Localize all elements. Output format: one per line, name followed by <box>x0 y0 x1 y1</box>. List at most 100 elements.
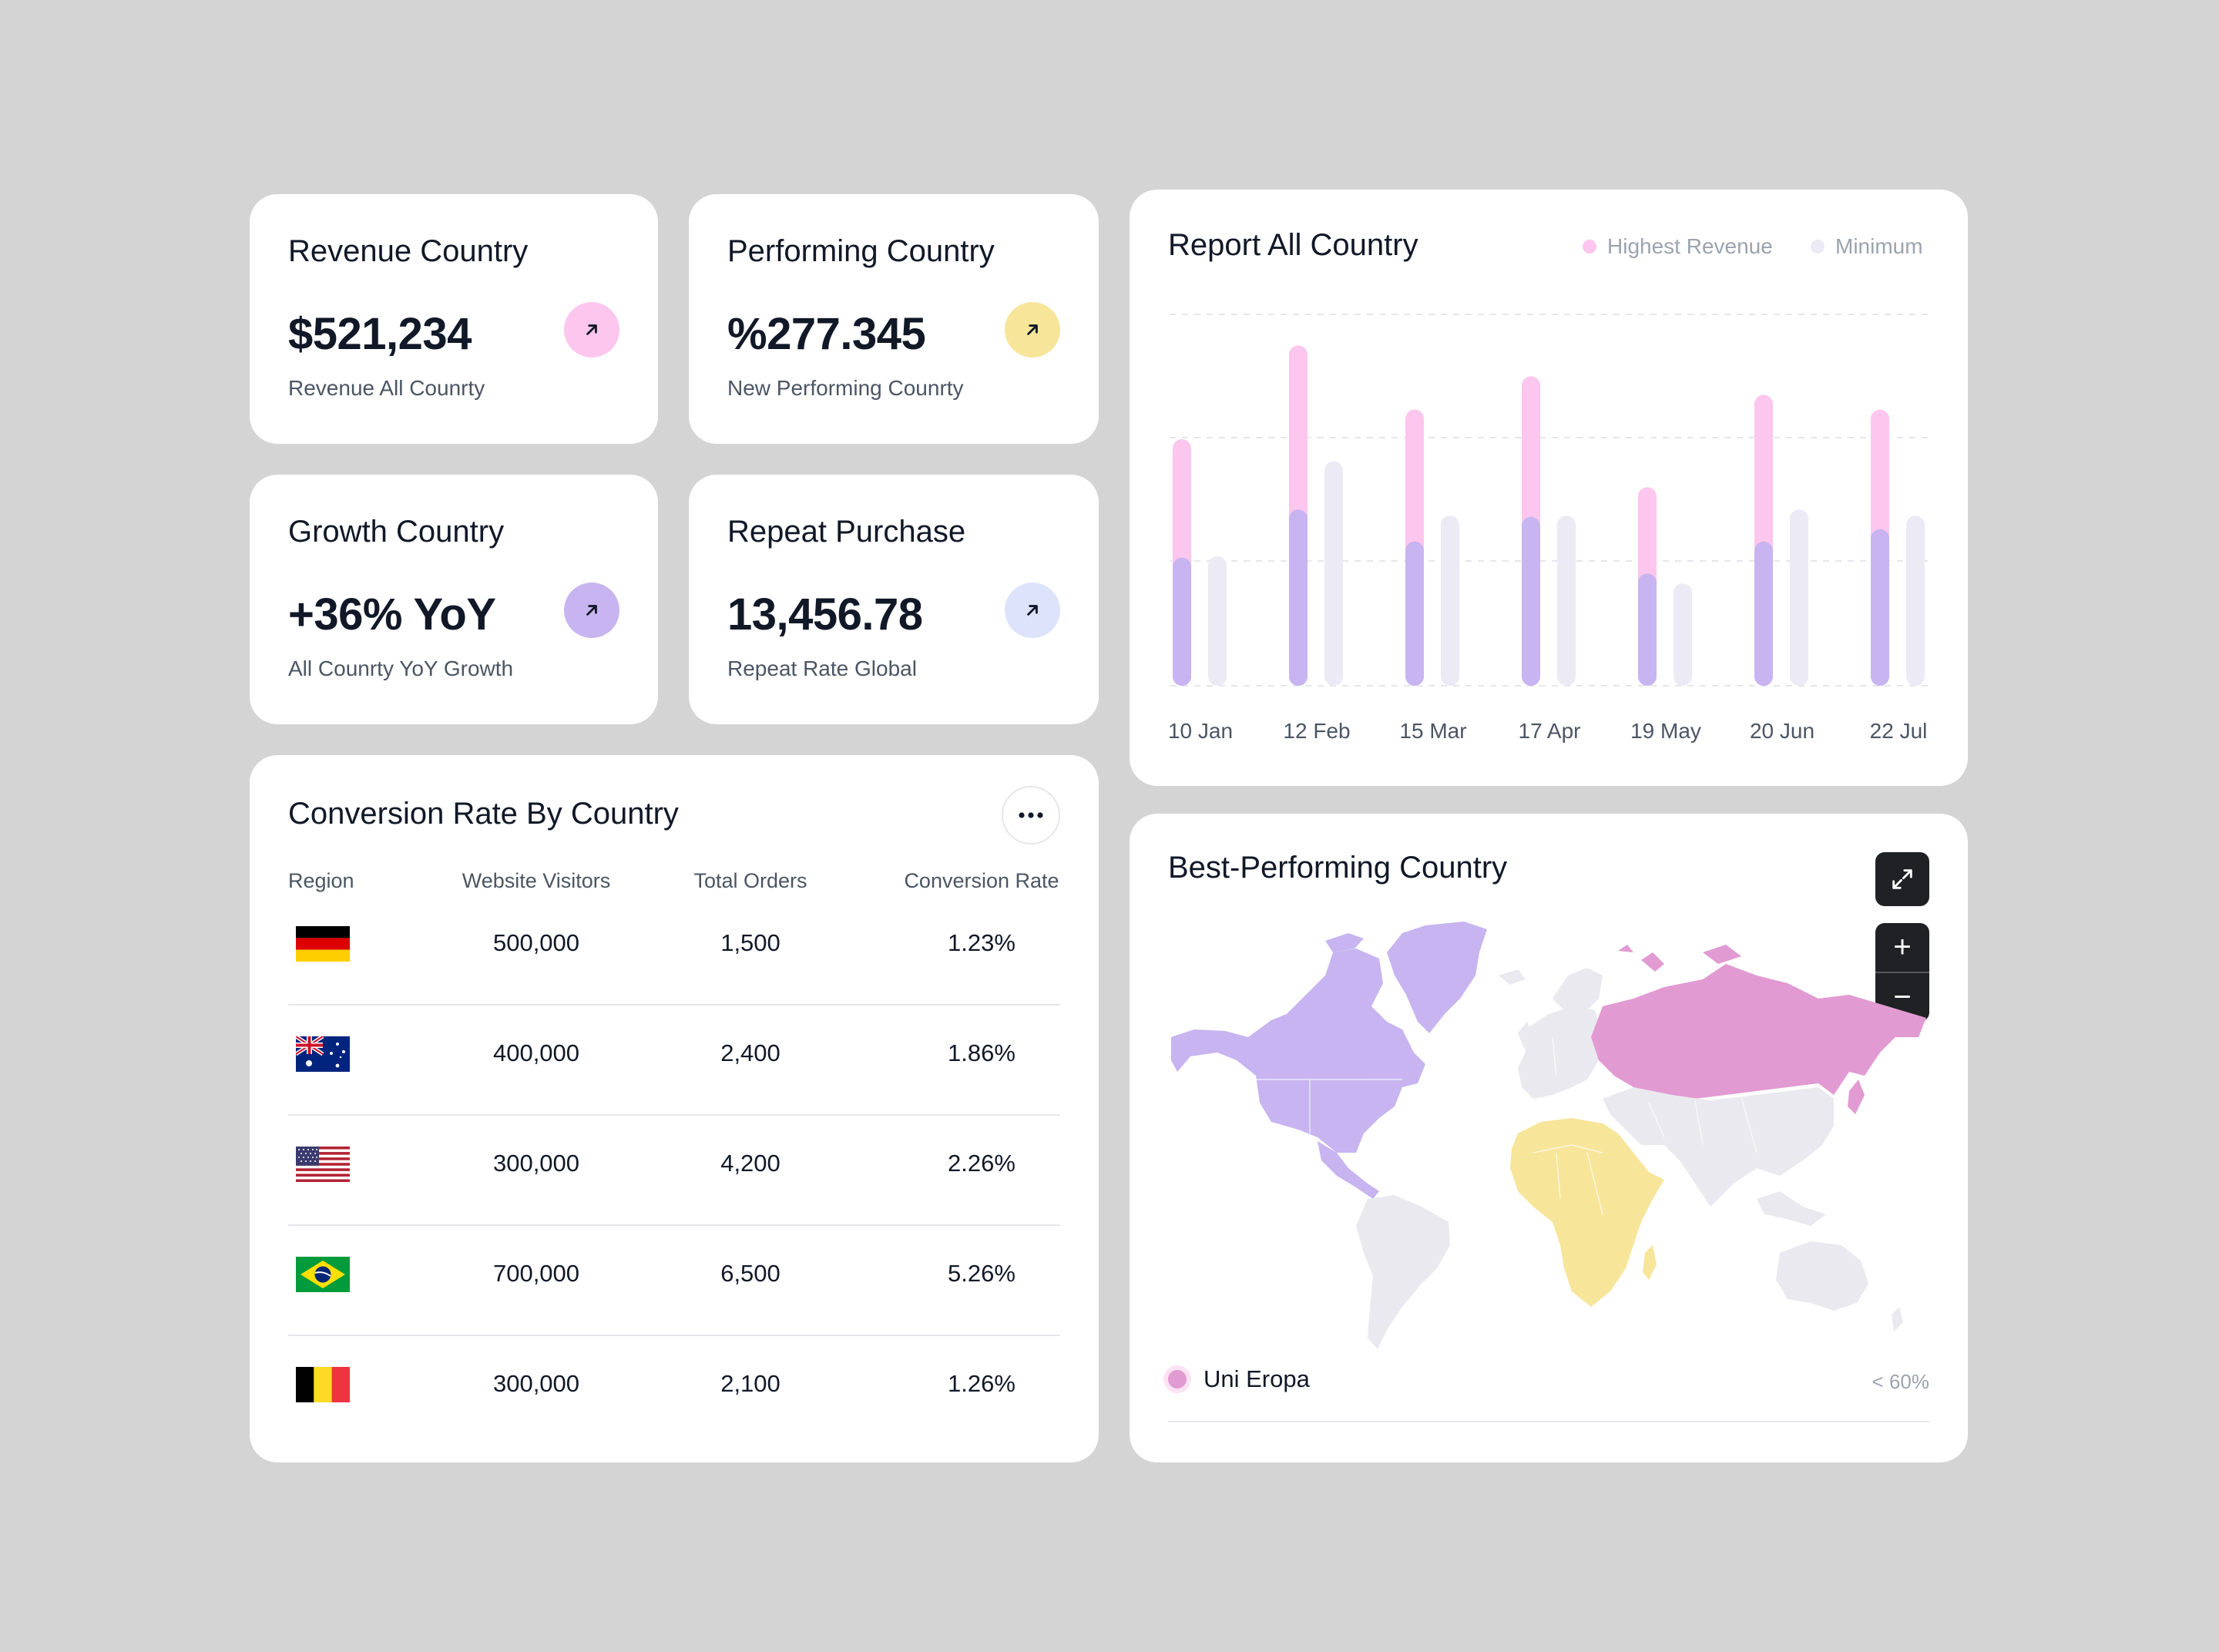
orders-value: 1,500 <box>720 929 781 956</box>
bar-minimum <box>1790 509 1808 686</box>
legend-label: Highest Revenue <box>1607 234 1773 258</box>
bar-minimum <box>1673 583 1692 686</box>
table-row: 300,000 2,100 1.26% <box>288 1336 1060 1446</box>
south-america-region <box>1356 1195 1450 1349</box>
table-row: 700,000 6,500 5.26% <box>288 1226 1060 1336</box>
legend-minimum: Minimum <box>1811 234 1923 259</box>
bar-minimum <box>1441 515 1459 686</box>
stat-card-repeat: Repeat Purchase 13,456.78 Repeat Rate Gl… <box>689 475 1099 724</box>
arrow-up-right-button[interactable] <box>564 302 619 358</box>
stat-card-revenue: Revenue Country $521,234 Revenue All Cou… <box>250 194 658 444</box>
orders-value: 4,200 <box>720 1150 781 1177</box>
north-america-region <box>1171 949 1425 1153</box>
card-title: Conversion Rate By Country <box>288 797 679 831</box>
visitors-value: 300,000 <box>492 1370 580 1397</box>
x-tick-label: 10 Jan <box>1168 719 1233 743</box>
orders-value: 6,500 <box>720 1260 781 1287</box>
bar-highest-revenue-inner <box>1173 557 1191 686</box>
stat-subtitle: Revenue All Counrty <box>288 376 485 400</box>
stat-title: Performing Country <box>727 234 995 268</box>
rate-value: 5.26% <box>948 1260 1016 1287</box>
stat-title: Repeat Purchase <box>727 515 966 549</box>
usa-flag <box>296 1147 350 1182</box>
stat-subtitle: Repeat Rate Global <box>727 656 917 680</box>
x-tick-label: 17 Apr <box>1519 719 1581 743</box>
stat-value: +36% YoY <box>288 589 496 640</box>
column-header-rate: Conversion Rate <box>904 869 1059 892</box>
zoom-controls: + − <box>1875 923 1929 1022</box>
column-header-region: Region <box>288 869 354 892</box>
threshold-value: < 60% <box>1872 1370 1929 1393</box>
conversion-card: Conversion Rate By Country Region Websit… <box>250 755 1099 1462</box>
legend-dot <box>1811 240 1825 254</box>
zoom-in-button[interactable]: + <box>1875 923 1929 973</box>
orders-value: 2,400 <box>720 1039 781 1066</box>
stat-card-growth: Growth Country +36% YoY All Counrty YoY … <box>250 475 658 724</box>
australia-flag <box>296 1036 350 1072</box>
bar-chart: 10 Jan 12 Feb 15 Mar 17 Apr 19 May 20 Jun 22 J… <box>1168 314 1928 743</box>
bar-minimum <box>1906 515 1925 686</box>
more-options-button[interactable] <box>1002 786 1060 844</box>
x-tick-label: 12 Feb <box>1283 719 1350 743</box>
africa-region <box>1510 1118 1664 1307</box>
bar-minimum <box>1324 461 1343 686</box>
mexico-region <box>1318 1141 1379 1199</box>
arrow-up-right-icon <box>1027 605 1038 616</box>
divider <box>1168 1421 1929 1422</box>
arrow-up-right-button[interactable] <box>1005 302 1060 358</box>
brazil-flag <box>296 1257 350 1292</box>
bar-highest-revenue-inner <box>1871 529 1889 686</box>
x-tick-label: 15 Mar <box>1399 719 1466 743</box>
stat-title: Revenue Country <box>288 234 529 268</box>
europe-region <box>1518 1006 1603 1099</box>
bar-highest-revenue-inner <box>1289 509 1308 686</box>
more-horizontal-icon <box>1019 812 1043 818</box>
fullscreen-button[interactable] <box>1875 852 1929 906</box>
column-header-visitors: Website Visitors <box>462 869 611 892</box>
stat-subtitle: All Counrty YoY Growth <box>288 656 514 680</box>
legend-highest-revenue: Highest Revenue <box>1583 234 1773 259</box>
column-header-orders: Total Orders <box>693 869 807 892</box>
zoom-out-button[interactable]: − <box>1893 980 1912 1014</box>
arrow-up-right-icon <box>586 324 597 335</box>
stat-value: $521,234 <box>288 309 472 359</box>
bar-minimum <box>1557 515 1576 686</box>
x-tick-label: 20 Jun <box>1750 719 1814 743</box>
table-row: 500,000 1,500 1.23% <box>288 895 1060 1006</box>
rate-value: 2.26% <box>948 1150 1016 1177</box>
arrow-up-right-button[interactable] <box>1005 583 1060 638</box>
bar-highest-revenue-inner <box>1405 541 1424 686</box>
map-legend: Uni Eropa <box>1168 1365 1310 1393</box>
x-tick-label: 19 May <box>1630 719 1701 743</box>
visitors-value: 500,000 <box>492 929 580 956</box>
legend-label: Uni Eropa <box>1203 1365 1310 1392</box>
stat-title: Growth Country <box>288 515 505 549</box>
bar-highest-revenue-inner <box>1522 516 1540 686</box>
map-card: Best-Performing Country + − <box>1130 814 1968 1462</box>
greenland-region <box>1387 922 1487 1033</box>
table-row: 300,000 4,200 2.26% <box>288 1116 1060 1226</box>
bar-minimum <box>1208 556 1227 686</box>
arrow-up-right-icon <box>586 605 597 616</box>
report-chart-card: Report All Country Highest Revenue Minim… <box>1130 190 1968 786</box>
stat-value: %277.345 <box>727 309 926 359</box>
orders-value: 2,100 <box>720 1370 781 1397</box>
germany-flag <box>296 926 350 962</box>
x-tick-label: 22 Jul <box>1870 719 1928 743</box>
visitors-value: 300,000 <box>492 1150 580 1177</box>
arrow-up-right-icon <box>1027 324 1038 335</box>
stat-value: 13,456.78 <box>727 589 923 640</box>
arrow-up-right-button[interactable] <box>564 583 619 638</box>
rate-value: 1.23% <box>948 929 1016 956</box>
legend-label: Minimum <box>1835 234 1923 258</box>
russia-region <box>1591 964 1926 1099</box>
expand-icon <box>1892 869 1912 889</box>
stat-subtitle: New Performing Counrty <box>727 376 964 400</box>
rate-value: 1.86% <box>948 1039 1016 1066</box>
rate-value: 1.26% <box>948 1370 1016 1397</box>
visitors-value: 400,000 <box>492 1039 580 1066</box>
stat-card-performing: Performing Country %277.345 New Performi… <box>689 194 1099 444</box>
belgium-flag <box>296 1367 350 1402</box>
legend-dot <box>1583 240 1596 254</box>
world-map <box>1171 922 1926 1349</box>
